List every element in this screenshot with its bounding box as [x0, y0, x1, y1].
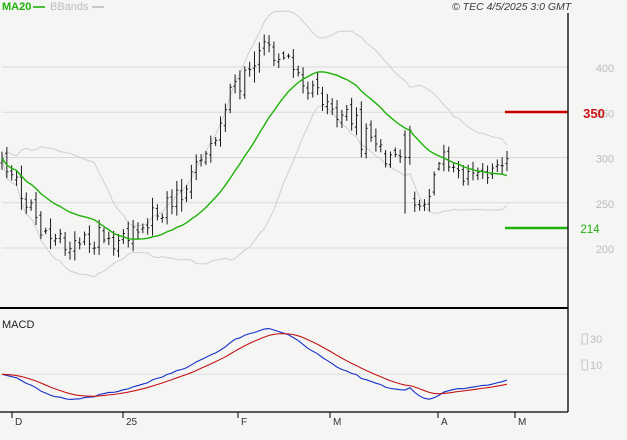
svg-text:214: 214: [580, 224, 600, 236]
svg-text:MACD: MACD: [2, 319, 34, 331]
svg-text:BBands: BBands: [50, 1, 89, 13]
svg-text:M: M: [333, 417, 341, 428]
svg-text:F: F: [241, 417, 247, 428]
svg-text:30: 30: [590, 334, 602, 346]
svg-text:A: A: [441, 417, 448, 428]
svg-text:M: M: [518, 417, 526, 428]
svg-text:400: 400: [596, 63, 614, 75]
svg-text:300: 300: [596, 154, 614, 166]
svg-text:200: 200: [596, 244, 614, 256]
svg-text:250: 250: [596, 199, 614, 211]
svg-text:350: 350: [583, 106, 605, 121]
svg-text:10: 10: [590, 360, 602, 372]
svg-text:© TEC 4/5/2025 3:0 GMT: © TEC 4/5/2025 3:0 GMT: [452, 1, 573, 13]
svg-text:MA20: MA20: [2, 1, 31, 13]
svg-text:25: 25: [126, 417, 138, 428]
svg-text:D: D: [15, 417, 22, 428]
